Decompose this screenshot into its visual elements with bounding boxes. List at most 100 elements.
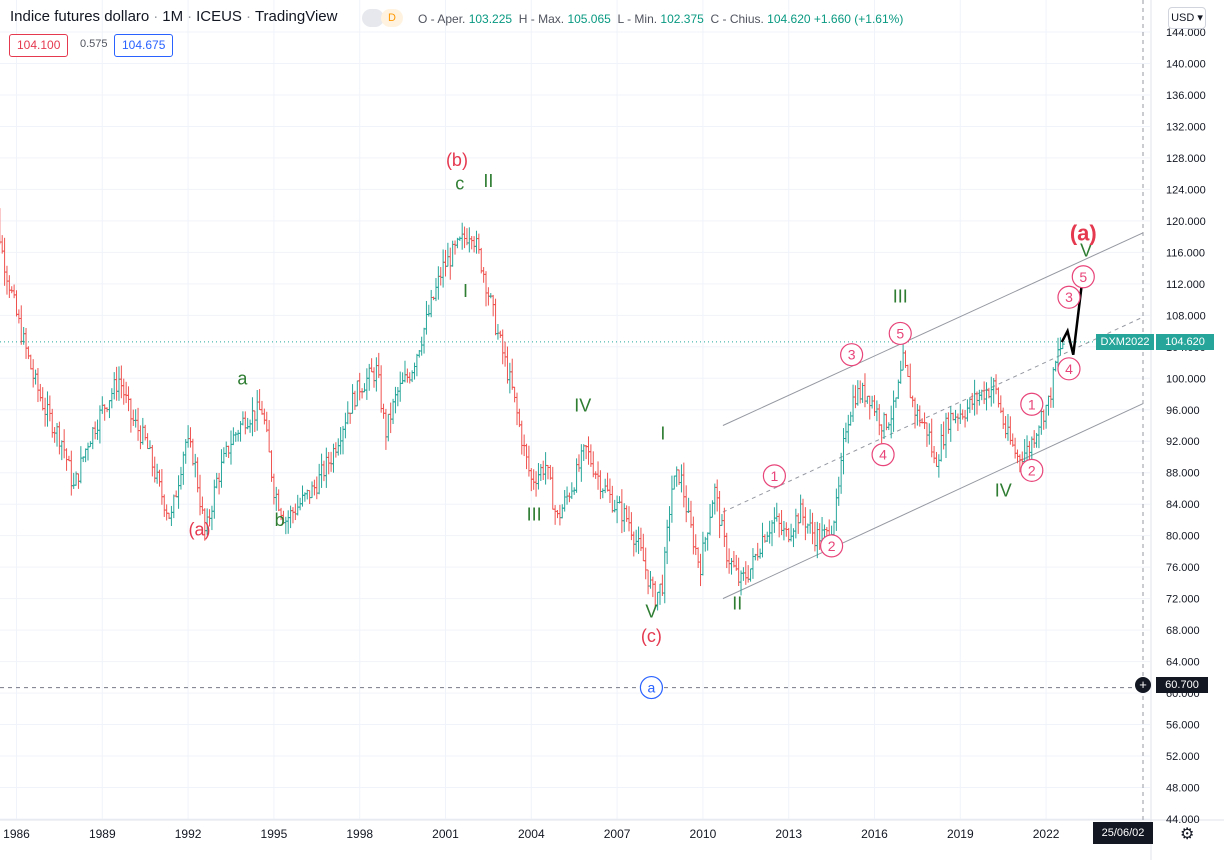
ohlc-bar — [724, 532, 729, 569]
y-tick-label: 72.000 — [1166, 594, 1200, 606]
wave-label[interactable]: III — [893, 287, 908, 307]
interval[interactable]: 1M — [162, 8, 184, 25]
ohlc-bar — [124, 381, 129, 404]
wave-label[interactable]: (c) — [641, 626, 662, 646]
wave-label[interactable]: IV — [995, 480, 1012, 500]
x-tick-label: 2022 — [1033, 827, 1060, 841]
wave-label[interactable]: (a) — [1070, 221, 1097, 246]
circle-text: 4 — [1065, 361, 1073, 377]
last-price-label[interactable]: 104.620 — [1156, 334, 1214, 350]
channel-middle-line[interactable] — [722, 316, 1144, 513]
ohlc-bar — [31, 359, 36, 388]
ohlc-bar — [746, 565, 751, 583]
ohlc-bar — [855, 380, 860, 406]
circle-wave-label[interactable]: 5 — [1071, 265, 1095, 289]
circle-ring — [1057, 357, 1081, 381]
circle-wave-label[interactable]: 3 — [840, 343, 864, 367]
wave-label[interactable]: III — [527, 505, 542, 525]
wave-label[interactable]: (a) — [189, 520, 211, 540]
ohlc-bar — [362, 383, 367, 393]
ohlc-bar — [47, 395, 52, 422]
projection-polyline[interactable] — [1060, 283, 1084, 355]
ohlc-bar — [131, 409, 136, 426]
wave-label[interactable]: a — [237, 369, 248, 389]
wave-label[interactable]: I — [660, 424, 665, 444]
wave-label[interactable]: II — [483, 171, 493, 191]
circle-wave-label[interactable]: 3 — [1057, 285, 1081, 309]
circle-wave-label[interactable]: a — [639, 675, 664, 700]
circle-wave-label[interactable]: 1 — [762, 464, 787, 488]
channel-lower-line[interactable] — [722, 403, 1144, 600]
wave-label[interactable]: IV — [574, 395, 591, 415]
circle-wave-label[interactable]: 2 — [1020, 458, 1044, 482]
ohlc-bar — [982, 381, 987, 405]
wave-label[interactable]: (b) — [446, 150, 468, 170]
x-tick-label: 2013 — [775, 827, 802, 841]
ohlc-bar — [700, 531, 705, 576]
ohlc-bar — [4, 265, 9, 295]
ohlc-bar — [893, 397, 898, 408]
circle-wave-label[interactable]: 4 — [1057, 357, 1081, 381]
y-tick-label: 128.000 — [1166, 153, 1206, 165]
ohlc-bar — [989, 376, 994, 407]
ohlc-bar — [422, 327, 427, 354]
wave-label[interactable]: b — [275, 510, 285, 530]
buy-price-box[interactable]: 104.675 — [114, 34, 174, 57]
ohlc-bar — [436, 266, 441, 300]
ohlc-bar — [750, 548, 755, 579]
channel-upper-line[interactable] — [722, 232, 1144, 426]
time-axis[interactable]: 1986 1989 1992 1995 1998 2001 2004 2007 2010 2013… — [3, 827, 1060, 841]
ohlc-bar — [219, 449, 224, 488]
wave-label[interactable]: I — [463, 281, 468, 301]
wave-label[interactable]: II — [732, 594, 742, 614]
ohlc-bar — [574, 458, 579, 493]
circle-text: 1 — [771, 468, 779, 484]
ohlc-bar — [839, 452, 844, 494]
price-axis[interactable]: 144.000 140.000 136.000 132.000 128.000 124.0… — [1166, 27, 1206, 826]
wave-labels[interactable]: III](b)cIIIa(a)bIVIIIIV(c)IIIIIIVV(a)354… — [0, 117, 1097, 700]
ohlc-bar — [343, 412, 348, 439]
ohlc-bar — [867, 395, 872, 420]
ohlc-bar — [512, 386, 517, 403]
circle-wave-label[interactable]: 2 — [819, 534, 844, 558]
crosshair-price-label[interactable]: 60.700 — [1156, 677, 1208, 693]
ohlc-bar — [150, 444, 155, 477]
wave-label[interactable]: c — [455, 173, 464, 193]
circle-wave-label[interactable]: 1 — [1020, 392, 1044, 416]
ohlc-bar — [224, 441, 229, 457]
y-tick-label: 144.000 — [1166, 27, 1206, 39]
ohlc-bar — [607, 478, 612, 503]
ohlc-bar — [171, 494, 176, 519]
settings-gear-icon[interactable]: ⚙ — [1180, 826, 1195, 843]
wave-label[interactable]: V — [645, 602, 657, 622]
currency-selector[interactable]: USD ▾ — [1168, 7, 1206, 29]
ohlc-bar — [248, 419, 253, 433]
circle-wave-label[interactable]: 4 — [871, 443, 895, 467]
ohlc-bar — [877, 404, 882, 436]
symbol-tag[interactable]: DXM2022 — [1096, 334, 1154, 350]
sell-price-box[interactable]: 104.100 — [9, 34, 69, 57]
delayed-badge[interactable]: D — [381, 9, 403, 27]
ohlc-bar — [1001, 407, 1006, 429]
circle-ring — [1020, 458, 1044, 482]
symbol-title[interactable]: Indice futures dollaro — [10, 8, 150, 25]
ohlc-bar — [808, 509, 813, 534]
market-status-icon[interactable] — [362, 9, 384, 27]
ohlc-bar — [443, 249, 448, 277]
ohlc-bar — [348, 412, 353, 424]
ohlc-bar — [445, 242, 450, 267]
projection-line[interactable] — [1060, 283, 1084, 355]
ohlc-bar — [932, 445, 937, 464]
circle-wave-label[interactable]: 5 — [888, 321, 912, 346]
ohlc-bar — [381, 403, 386, 419]
ohlc-bar — [510, 358, 515, 390]
y-tick-label: 44.000 — [1166, 814, 1200, 826]
wave-label[interactable]: V — [1080, 240, 1092, 260]
ohlc-bar — [198, 474, 203, 516]
add-plus-icon[interactable]: + — [1135, 677, 1151, 693]
ohlc-bar — [834, 488, 839, 531]
ohlc-bar — [126, 386, 131, 412]
ohlc-bar — [88, 441, 93, 448]
